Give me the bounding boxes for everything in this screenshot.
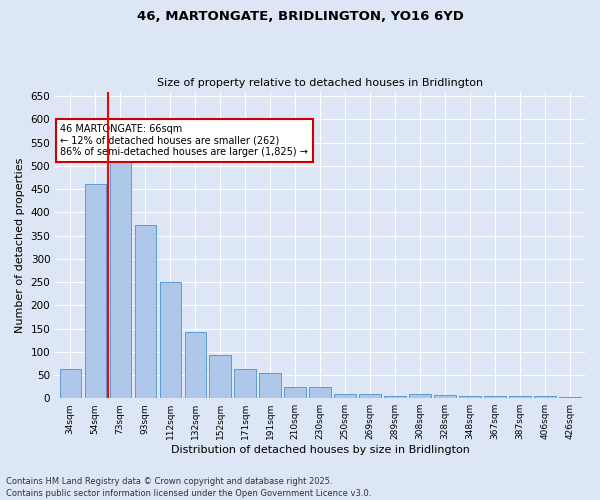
Text: 46 MARTONGATE: 66sqm
← 12% of detached houses are smaller (262)
86% of semi-deta: 46 MARTONGATE: 66sqm ← 12% of detached h…	[61, 124, 308, 158]
Bar	[509, 396, 530, 398]
Bar	[59, 370, 81, 398]
Text: Contains HM Land Registry data © Crown copyright and database right 2025.
Contai: Contains HM Land Registry data © Crown c…	[6, 476, 371, 498]
Bar	[460, 396, 481, 398]
Bar	[310, 386, 331, 398]
Bar	[284, 386, 306, 398]
Bar	[484, 396, 506, 398]
Bar	[85, 184, 106, 398]
Bar	[359, 394, 380, 398]
Bar	[134, 226, 156, 398]
Bar	[209, 355, 231, 398]
Bar	[434, 395, 455, 398]
X-axis label: Distribution of detached houses by size in Bridlington: Distribution of detached houses by size …	[170, 445, 470, 455]
Bar	[334, 394, 356, 398]
Bar	[259, 372, 281, 398]
Bar	[160, 282, 181, 398]
Bar	[559, 397, 581, 398]
Bar	[185, 332, 206, 398]
Bar	[385, 396, 406, 398]
Bar	[110, 152, 131, 398]
Text: 46, MARTONGATE, BRIDLINGTON, YO16 6YD: 46, MARTONGATE, BRIDLINGTON, YO16 6YD	[137, 10, 463, 23]
Title: Size of property relative to detached houses in Bridlington: Size of property relative to detached ho…	[157, 78, 483, 88]
Bar	[235, 370, 256, 398]
Bar	[409, 394, 431, 398]
Y-axis label: Number of detached properties: Number of detached properties	[15, 157, 25, 332]
Bar	[535, 396, 556, 398]
